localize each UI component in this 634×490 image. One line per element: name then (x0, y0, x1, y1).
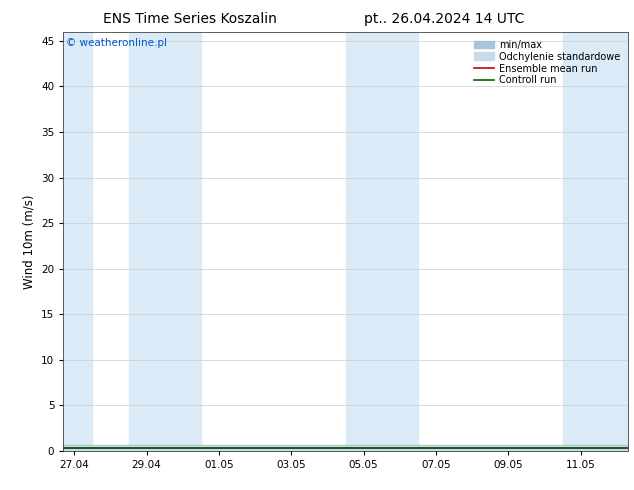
Bar (562, 32, 628, 451)
Text: ENS Time Series Koszalin: ENS Time Series Koszalin (103, 12, 277, 26)
Y-axis label: Wind 10m (m/s): Wind 10m (m/s) (23, 194, 36, 289)
Legend: min/max, Odchylenie standardowe, Ensemble mean run, Controll run: min/max, Odchylenie standardowe, Ensembl… (472, 37, 623, 88)
Text: © weatheronline.pl: © weatheronline.pl (66, 38, 167, 48)
Bar (63, 32, 93, 451)
Bar (129, 32, 201, 451)
Bar (346, 32, 418, 451)
Text: pt.. 26.04.2024 14 UTC: pt.. 26.04.2024 14 UTC (364, 12, 524, 26)
